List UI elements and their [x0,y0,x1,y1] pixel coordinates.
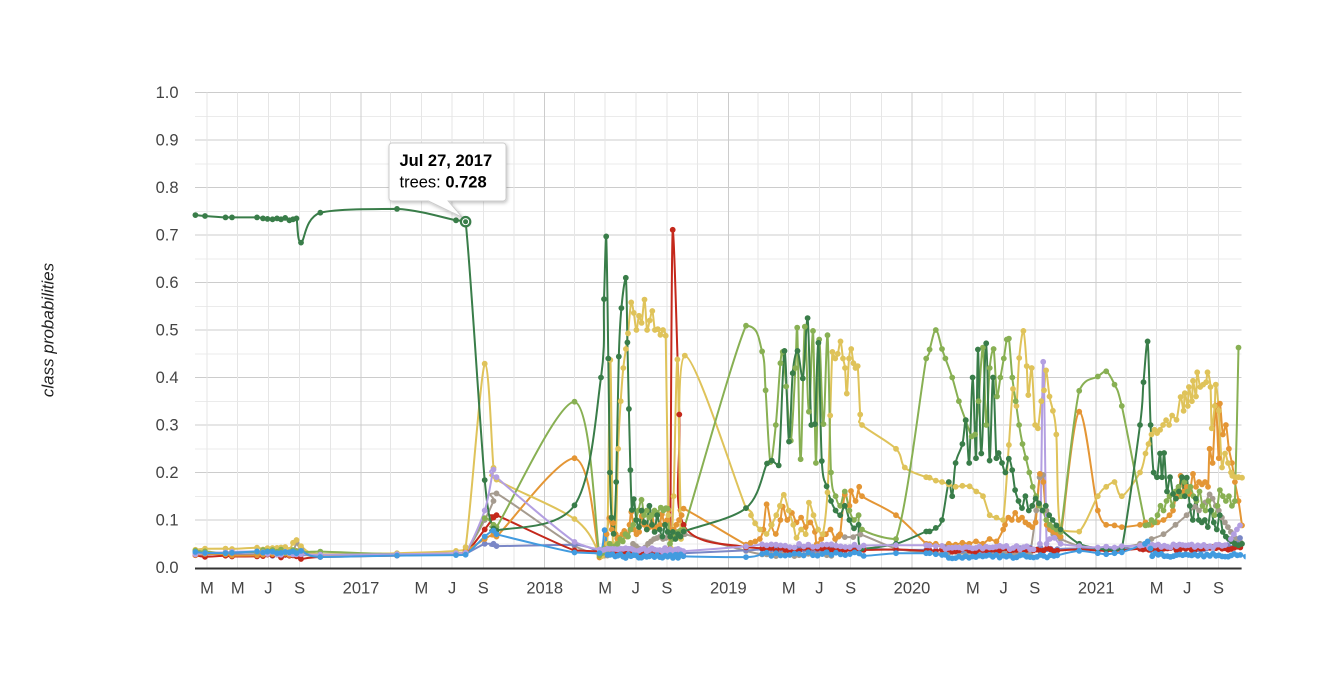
svg-text:2020: 2020 [894,580,931,598]
svg-text:M: M [966,580,980,598]
svg-text:J: J [448,580,456,598]
svg-text:2019: 2019 [710,580,747,598]
svg-text:0.8: 0.8 [156,179,179,197]
svg-text:0.1: 0.1 [156,512,179,530]
svg-text:S: S [1213,580,1224,598]
svg-text:J: J [632,580,640,598]
svg-text:0.6: 0.6 [156,274,179,292]
svg-text:Jul 27, 2017: Jul 27, 2017 [400,152,493,170]
svg-text:class probabilities: class probabilities [39,262,58,397]
svg-text:S: S [661,580,672,598]
svg-text:M: M [415,580,429,598]
svg-text:1.0: 1.0 [156,84,179,102]
svg-text:2017: 2017 [343,580,380,598]
svg-text:M: M [598,580,612,598]
svg-text:M: M [1150,580,1164,598]
svg-text:J: J [264,580,272,598]
svg-text:S: S [1029,580,1040,598]
svg-text:S: S [845,580,856,598]
svg-text:0.0: 0.0 [156,559,179,577]
svg-text:M: M [782,580,796,598]
svg-text:2021: 2021 [1078,580,1115,598]
svg-text:2018: 2018 [526,580,563,598]
svg-text:0.5: 0.5 [156,322,179,340]
svg-text:M: M [231,580,245,598]
svg-text:J: J [815,580,823,598]
svg-text:J: J [1183,580,1191,598]
svg-text:0.4: 0.4 [156,369,179,387]
svg-text:M: M [200,580,214,598]
svg-text:S: S [294,580,305,598]
svg-text:J: J [999,580,1007,598]
svg-text:0.3: 0.3 [156,417,179,435]
svg-text:trees: 0.728: trees: 0.728 [400,174,487,192]
svg-text:S: S [478,580,489,598]
svg-text:0.7: 0.7 [156,227,179,245]
svg-text:0.2: 0.2 [156,464,179,482]
svg-text:0.9: 0.9 [156,132,179,150]
